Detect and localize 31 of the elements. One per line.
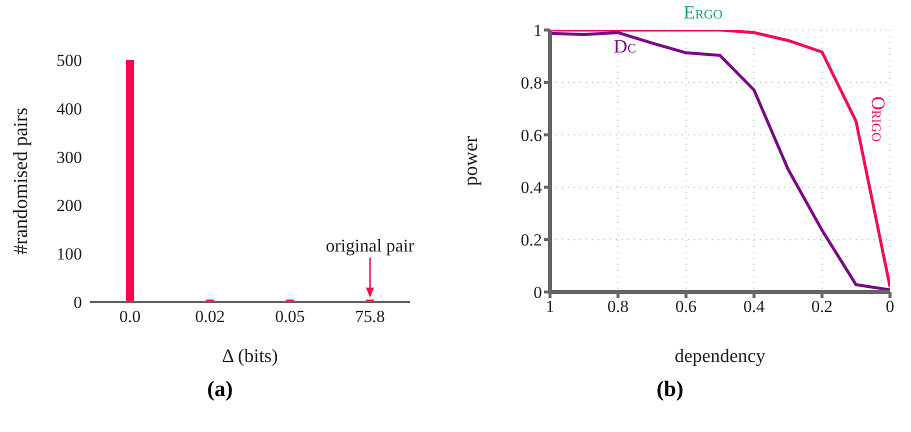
text: (b) xyxy=(656,376,684,402)
y-tick-label: 500 xyxy=(56,51,82,70)
x-axis-title: dependency xyxy=(674,346,766,367)
y-tick-label: 1 xyxy=(534,21,542,40)
x-axis-title: Δ (bits) xyxy=(222,346,278,367)
y-tick-label: 200 xyxy=(56,196,82,216)
y-tick-label: 0.8 xyxy=(520,73,542,92)
y-tick-label: 0.6 xyxy=(520,126,542,145)
x-tick-label: 0.8 xyxy=(607,297,629,316)
y-tick-label: 0.2 xyxy=(520,230,542,250)
x-tick-label: 0.4 xyxy=(743,297,766,316)
legend-label: Ergo xyxy=(683,2,723,24)
x-tick-label: 0.02 xyxy=(195,307,225,326)
y-axis-title: power xyxy=(460,136,482,186)
x-tick-label: 0.05 xyxy=(275,307,305,326)
y-tick-label: 0.4 xyxy=(520,178,542,198)
text: (a) xyxy=(206,376,234,402)
x-tick-label: 0.2 xyxy=(811,297,833,316)
y-tick-label: 0 xyxy=(534,283,542,302)
annotation: original pair xyxy=(326,236,414,256)
x-tick-label: 0.0 xyxy=(119,307,141,326)
y-tick-label: 100 xyxy=(56,244,82,264)
series-label: Dc xyxy=(614,36,636,58)
y-tick-label: 300 xyxy=(56,148,82,167)
x-tick-label: 75.8 xyxy=(355,307,385,326)
x-tick-label: 0.6 xyxy=(675,297,697,316)
y-axis-title: #randomised pairs xyxy=(10,107,32,255)
text: Origo xyxy=(867,96,888,142)
x-tick-label: 0 xyxy=(886,297,894,316)
x-tick-label: 1 xyxy=(546,297,554,316)
y-tick-label: 400 xyxy=(56,99,82,118)
